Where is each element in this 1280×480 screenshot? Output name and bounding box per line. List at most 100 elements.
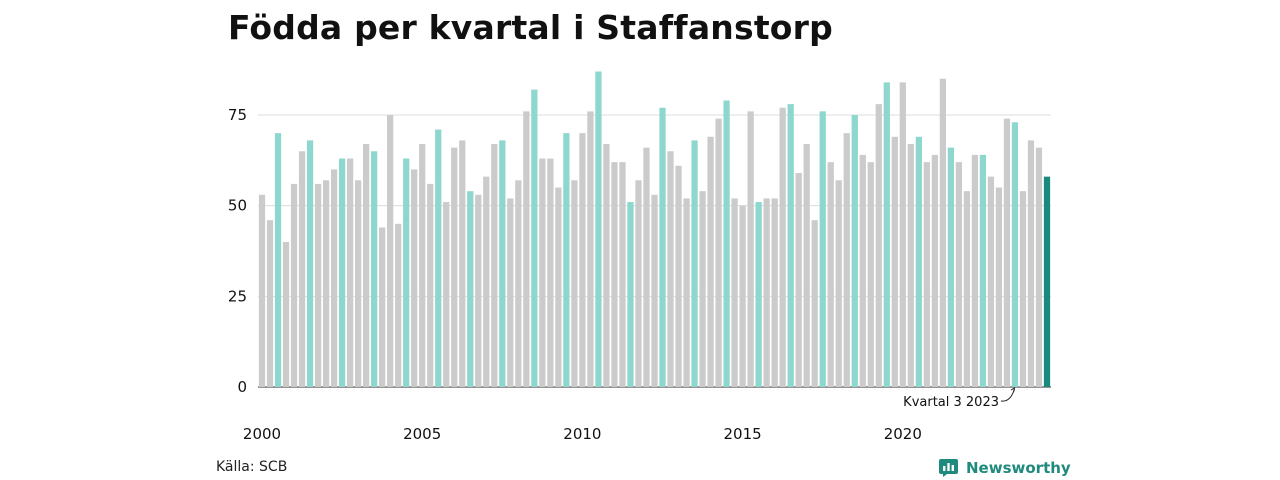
bar [643,147,650,387]
bar [483,176,490,387]
brand-name: Newsworthy [966,458,1071,477]
bar [675,165,682,387]
x-axis-ticks: 2000 2005 2010 2015 2020 [243,425,922,443]
x-tick-label: 2015 [724,425,762,443]
bar [995,187,1003,387]
bar [523,111,530,388]
bar [779,107,786,387]
bar [379,227,386,387]
bar [330,169,338,387]
bar [1035,147,1043,387]
bar [491,144,498,387]
bar [843,133,850,387]
x-tick-label: 2010 [563,425,601,443]
bar [755,202,762,387]
bar [651,194,658,387]
bar [659,107,666,387]
bar [555,187,562,387]
bar [947,147,954,387]
bar [763,198,770,387]
bars [258,71,1051,388]
bar [979,154,987,387]
bar [579,133,586,387]
bar [683,198,690,387]
bar [539,158,546,387]
bar [411,169,418,387]
bar [314,183,322,387]
bar [835,180,842,387]
bar [475,194,482,387]
bar [899,82,906,388]
bar [338,158,346,387]
x-tick-label: 2020 [884,425,922,443]
bar [667,151,674,387]
bar [515,180,522,387]
bar [306,140,314,387]
bar [635,180,642,387]
bar [266,220,274,387]
bar [451,147,458,387]
bar [274,133,282,387]
bar [547,158,554,387]
bar [907,144,914,387]
y-tick-label: 0 [237,378,247,396]
bar [971,154,979,387]
bar [355,180,362,387]
bar [507,198,514,387]
bar [915,136,922,387]
bar [699,191,706,387]
bar [803,144,810,387]
bar [715,118,722,387]
bar [1019,191,1027,387]
bar [298,151,306,387]
brand: Newsworthy [938,457,1071,478]
bar [363,144,370,387]
bar [795,173,802,387]
bar [563,133,570,387]
annotation-label: Kvartal 3 2023 [903,395,999,410]
bar [290,183,298,387]
bar [467,191,474,387]
bar [611,162,618,387]
y-axis-ticks: 0 25 50 75 [228,106,247,396]
bar [819,111,826,388]
bar [923,162,930,387]
source-note: Källa: SCB [216,459,288,475]
bar [1027,140,1035,387]
bar [955,162,963,387]
annotation-arrow [1000,388,1015,402]
bar [731,198,738,387]
bar [282,241,290,387]
bar [603,144,610,387]
newsworthy-logo-icon [939,459,958,477]
bar [595,71,602,387]
bar [435,129,442,387]
bar [322,180,330,387]
bar [891,136,898,387]
bar [747,111,754,388]
annotation: Kvartal 3 2023 [903,386,1016,410]
bar [987,176,995,387]
bar [883,82,890,388]
bar [851,115,858,387]
x-tick-label: 2005 [403,425,441,443]
bar [459,140,466,387]
bar [619,162,626,387]
bar [571,180,578,387]
bar [691,140,698,387]
bar [419,144,426,387]
y-tick-label: 25 [228,287,247,305]
bar [258,194,266,387]
bar [771,198,778,387]
bar [963,191,971,387]
bar [1043,176,1051,387]
bar [395,223,402,387]
bar [403,158,410,387]
bar [499,140,506,387]
bar [531,89,538,388]
bar [939,78,946,387]
bar [707,136,714,387]
bar [1003,118,1011,387]
annotation-arrowhead [1010,386,1016,393]
